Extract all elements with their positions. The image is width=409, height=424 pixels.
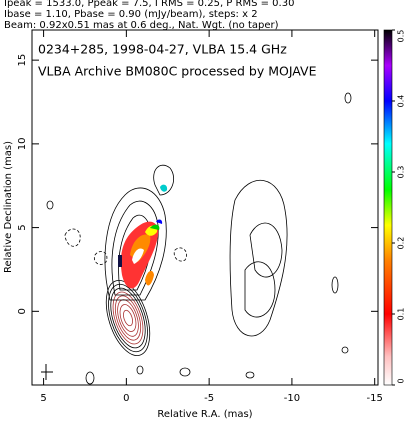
x-tick-label: 5	[40, 393, 46, 404]
polarization	[118, 184, 168, 289]
x-axis-label: Relative R.A. (mas)	[157, 409, 252, 420]
y-tick-label: 5	[17, 224, 28, 230]
header-line: Ipeak = 1533.0, Ppeak = 7.5, I RMS = 0.2…	[4, 0, 294, 9]
contours	[46, 92, 352, 385]
header-line: Beam: 0.92x0.51 mas at 0.6 deg., Nat. Wg…	[4, 20, 279, 31]
chart-title: 0234+285, 1998-04-27, VLBA 15.4 GHz	[38, 42, 287, 57]
colorbar-tick-label: 0.1	[397, 308, 406, 321]
colorbar-tick-label: 0	[397, 378, 406, 383]
x-tick-label: -5	[204, 393, 214, 404]
colorbar	[383, 29, 393, 386]
x-tick-label: -15	[367, 393, 383, 404]
x-tick-label: -10	[284, 393, 300, 404]
plot-frame	[31, 29, 379, 386]
y-tick-label: 0	[17, 308, 28, 314]
colorbar-tick-label: 0.2	[397, 237, 406, 250]
header-line: Ibase = 1.10, Pbase = 0.90 (mJy/beam), s…	[4, 9, 258, 20]
y-tick-label: 15	[17, 54, 28, 67]
colorbar-tick-label: 0.4	[397, 95, 406, 108]
y-tick-label: 10	[17, 138, 28, 151]
beam	[41, 364, 53, 380]
y-axis-label: Relative Declination (mas)	[3, 141, 14, 273]
colorbar-tick-label: 0.5	[397, 30, 406, 43]
chart-subtitle: VLBA Archive BM080C processed by MOJAVE	[38, 64, 317, 79]
x-tick-label: 0	[123, 393, 129, 404]
colorbar-tick-label: 0.3	[397, 166, 406, 179]
